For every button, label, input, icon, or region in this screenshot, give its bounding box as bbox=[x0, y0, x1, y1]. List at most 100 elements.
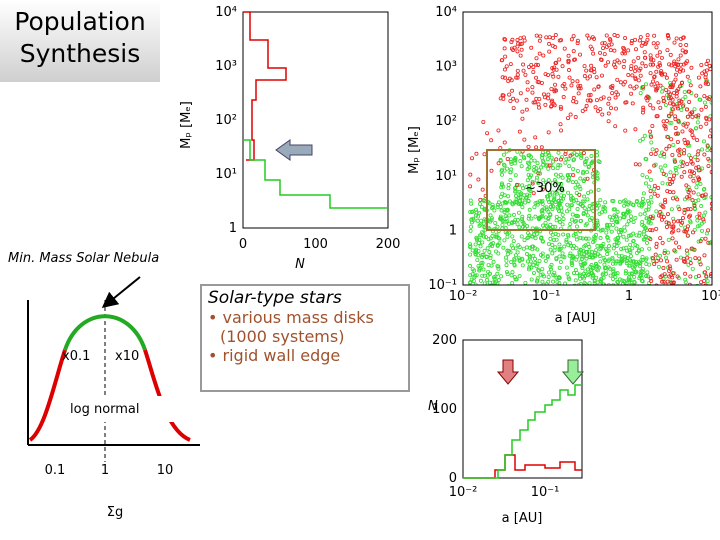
scatter-dot bbox=[562, 193, 567, 198]
scatter-dot bbox=[638, 264, 643, 269]
scatter-dot bbox=[474, 235, 479, 240]
scatter-dot bbox=[598, 107, 603, 112]
scatter-dot bbox=[485, 131, 490, 136]
scatter-dot bbox=[667, 176, 672, 181]
scatter-dot bbox=[667, 264, 672, 269]
scatter-dot bbox=[577, 192, 582, 197]
scatter-dot bbox=[550, 190, 555, 195]
scatter-dot bbox=[607, 222, 612, 227]
scatter-dot bbox=[516, 210, 521, 215]
scatter-dot bbox=[518, 91, 523, 96]
scatter-dot bbox=[684, 183, 689, 188]
scatter-dot bbox=[499, 185, 504, 190]
scatter-dot bbox=[494, 249, 499, 254]
scatter-dot bbox=[604, 248, 609, 253]
scatter-dot bbox=[623, 51, 628, 56]
scatter-dot bbox=[558, 106, 563, 111]
scatter-dot bbox=[530, 179, 535, 184]
scatter-dot bbox=[687, 89, 692, 94]
scatter-dot bbox=[664, 75, 669, 80]
scatter-dot bbox=[572, 283, 577, 285]
scatter-dot bbox=[529, 158, 534, 163]
scatter-dot bbox=[561, 216, 566, 221]
scatter-dot bbox=[540, 211, 545, 216]
scatter-dot bbox=[610, 255, 615, 260]
scatter-dot bbox=[498, 216, 503, 221]
scatter-dot bbox=[704, 68, 709, 73]
green-arrow bbox=[561, 359, 585, 385]
scatter-dot bbox=[524, 185, 529, 190]
scatter-dot bbox=[640, 110, 645, 115]
scatter-dot bbox=[541, 160, 546, 165]
scatter-dot bbox=[504, 64, 509, 69]
scatter-dot bbox=[620, 278, 625, 283]
scatter-dot bbox=[640, 267, 645, 272]
scatter-dot bbox=[477, 201, 482, 206]
scatter-dot bbox=[521, 35, 526, 40]
scatter-dot bbox=[641, 232, 646, 237]
scatter-dot bbox=[478, 197, 483, 202]
scatter-dot bbox=[525, 160, 530, 165]
scatter-dot bbox=[581, 261, 586, 266]
scatter-dot bbox=[481, 252, 486, 257]
scatter-dot bbox=[671, 224, 676, 229]
scatter-dot bbox=[683, 277, 688, 282]
scatter-dot bbox=[492, 208, 497, 213]
scatter-dot bbox=[685, 114, 690, 119]
scatter-dot bbox=[703, 100, 708, 105]
scatter-dot bbox=[623, 198, 628, 203]
scatter-dot bbox=[557, 217, 562, 222]
scatter-dot bbox=[701, 187, 706, 192]
scatter-dot bbox=[645, 98, 650, 103]
scatter-dot bbox=[693, 155, 698, 160]
scatter-dot bbox=[544, 207, 549, 212]
scatter-dot bbox=[520, 263, 525, 268]
scatter-dot bbox=[510, 201, 515, 206]
scatter-dot bbox=[629, 66, 634, 71]
scatter-dot bbox=[513, 173, 518, 178]
scatter-dot bbox=[644, 216, 649, 221]
scatter-dot bbox=[682, 137, 687, 142]
scatter-dot bbox=[595, 222, 600, 227]
scatter-dot bbox=[678, 53, 683, 58]
scatter-dot bbox=[518, 195, 523, 200]
scatter-dot bbox=[571, 95, 576, 100]
scatter-dot bbox=[550, 71, 555, 76]
scatter-dot bbox=[487, 250, 492, 255]
scatter-dot bbox=[675, 139, 680, 144]
scatter-dot bbox=[559, 205, 564, 210]
scatter-dot bbox=[527, 253, 532, 258]
scatter-dot bbox=[582, 199, 587, 204]
y-tick-label: 10⁻¹ bbox=[428, 278, 457, 293]
scatter-dot bbox=[554, 257, 559, 262]
scatter-dot bbox=[475, 258, 480, 263]
scatter-dot bbox=[469, 277, 474, 282]
scatter-dot bbox=[474, 248, 479, 253]
histogram-red bbox=[243, 11, 287, 161]
scatter-dot bbox=[695, 152, 700, 157]
scatter-dot bbox=[480, 187, 485, 192]
scatter-dot bbox=[623, 255, 628, 260]
scatter-dot bbox=[688, 174, 693, 179]
scatter-dot bbox=[555, 280, 560, 285]
scatter-dot bbox=[596, 287, 599, 290]
scatter-dot bbox=[483, 235, 488, 240]
scatter-dot bbox=[546, 217, 551, 222]
scatter-dot bbox=[637, 261, 642, 266]
blue-arrow bbox=[275, 139, 313, 161]
scatter-dot bbox=[496, 161, 501, 166]
scatter-dot bbox=[533, 260, 538, 265]
scatter-dot bbox=[669, 230, 674, 235]
scatter-dot bbox=[521, 68, 526, 73]
scatter-dot bbox=[557, 201, 562, 206]
scatter-dot bbox=[512, 262, 517, 267]
scatter-dot bbox=[537, 51, 542, 56]
scatter-dot bbox=[474, 207, 479, 212]
scatter-dot bbox=[658, 253, 663, 258]
scatter-dot bbox=[579, 153, 584, 158]
scatter-dot bbox=[523, 200, 528, 205]
scatter-dot bbox=[634, 251, 639, 256]
scatter-dot bbox=[534, 75, 539, 80]
scatter-dot bbox=[608, 48, 613, 53]
scatter-dot bbox=[550, 43, 555, 48]
